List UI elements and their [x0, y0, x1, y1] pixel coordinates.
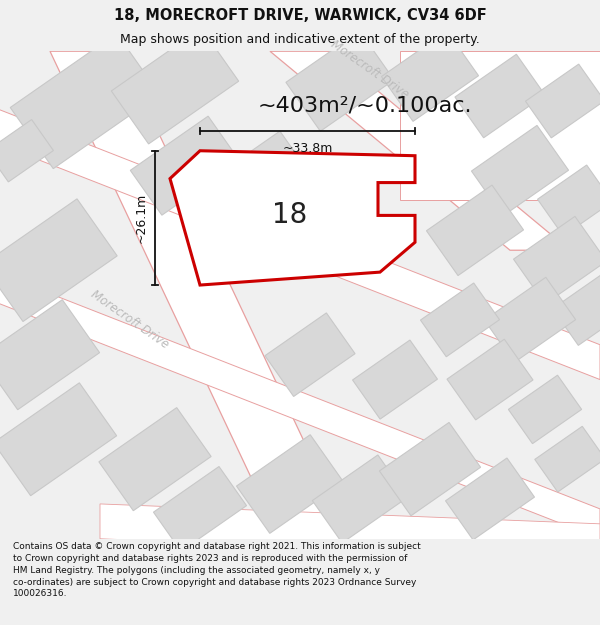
Polygon shape [446, 458, 535, 540]
Text: ~33.8m: ~33.8m [283, 142, 332, 155]
Polygon shape [447, 339, 533, 420]
Polygon shape [0, 106, 600, 379]
Polygon shape [514, 216, 600, 304]
Polygon shape [265, 313, 355, 396]
Polygon shape [421, 283, 500, 357]
Polygon shape [154, 466, 247, 551]
Polygon shape [526, 64, 600, 138]
Polygon shape [400, 51, 600, 201]
Text: 18: 18 [272, 201, 308, 229]
Polygon shape [484, 278, 575, 362]
Polygon shape [553, 274, 600, 346]
Polygon shape [508, 375, 581, 444]
Text: 18, MORECROFT DRIVE, WARWICK, CV34 6DF: 18, MORECROFT DRIVE, WARWICK, CV34 6DF [113, 8, 487, 23]
Polygon shape [50, 51, 350, 539]
Polygon shape [313, 455, 407, 543]
Polygon shape [270, 51, 570, 250]
Polygon shape [535, 426, 600, 492]
Text: ~26.1m: ~26.1m [134, 192, 148, 243]
Polygon shape [0, 383, 116, 496]
Polygon shape [10, 33, 160, 169]
Polygon shape [472, 126, 569, 216]
Text: Contains OS data © Crown copyright and database right 2021. This information is : Contains OS data © Crown copyright and d… [13, 542, 421, 598]
Polygon shape [0, 270, 600, 539]
Text: Map shows position and indicative extent of the property.: Map shows position and indicative extent… [120, 34, 480, 46]
Polygon shape [112, 28, 239, 144]
Polygon shape [379, 422, 481, 516]
Polygon shape [99, 408, 211, 511]
Polygon shape [0, 299, 100, 410]
Text: Morecroft Drive: Morecroft Drive [329, 38, 412, 101]
Polygon shape [0, 119, 53, 182]
Text: Morecroft Drive: Morecroft Drive [89, 288, 172, 352]
Polygon shape [0, 199, 117, 321]
Polygon shape [170, 151, 415, 285]
Polygon shape [286, 31, 394, 131]
Polygon shape [455, 54, 545, 138]
Polygon shape [353, 340, 437, 419]
Polygon shape [427, 185, 524, 276]
Polygon shape [382, 31, 479, 121]
Polygon shape [130, 116, 239, 215]
Polygon shape [100, 504, 600, 559]
Polygon shape [223, 131, 307, 210]
Polygon shape [538, 165, 600, 236]
Polygon shape [236, 435, 343, 533]
Text: ~403m²/~0.100ac.: ~403m²/~0.100ac. [258, 96, 472, 116]
